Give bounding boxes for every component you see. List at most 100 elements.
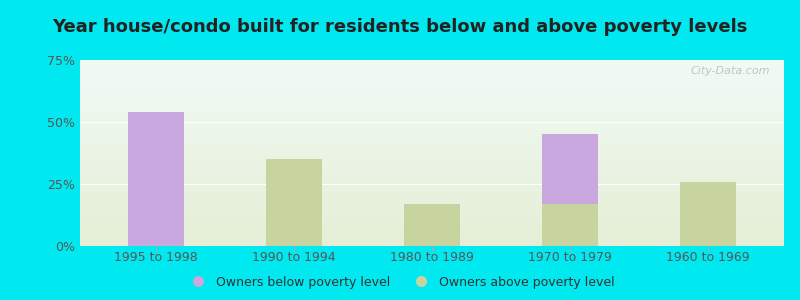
- Bar: [80, 106, 784, 107]
- Bar: [80, 180, 784, 181]
- Bar: [80, 226, 784, 227]
- Bar: [80, 64, 784, 66]
- Bar: [80, 111, 784, 112]
- Bar: [80, 221, 784, 222]
- Bar: [80, 192, 784, 193]
- Bar: [80, 160, 784, 161]
- Bar: [80, 160, 784, 161]
- Bar: [80, 194, 784, 195]
- Bar: [80, 80, 784, 81]
- Bar: [80, 176, 784, 177]
- Bar: [80, 190, 784, 191]
- Bar: [80, 113, 784, 114]
- Bar: [80, 149, 784, 150]
- Bar: [80, 125, 784, 126]
- Bar: [266, 159, 322, 246]
- Bar: [80, 90, 784, 91]
- Bar: [80, 147, 784, 148]
- Bar: [80, 223, 784, 224]
- Bar: [80, 238, 784, 239]
- Bar: [80, 151, 784, 152]
- Bar: [80, 120, 784, 122]
- Bar: [80, 178, 784, 179]
- Bar: [80, 156, 784, 157]
- Bar: [80, 83, 784, 84]
- Bar: [80, 185, 784, 187]
- Bar: [80, 138, 784, 139]
- Bar: [80, 95, 784, 96]
- Bar: [80, 193, 784, 194]
- Bar: [542, 134, 598, 246]
- Bar: [80, 243, 784, 244]
- Bar: [80, 191, 784, 192]
- Bar: [80, 79, 784, 80]
- Bar: [80, 68, 784, 69]
- Bar: [80, 167, 784, 168]
- Bar: [80, 153, 784, 154]
- Bar: [80, 70, 784, 71]
- Bar: [80, 152, 784, 153]
- Bar: [80, 87, 784, 88]
- Bar: [80, 230, 784, 231]
- Bar: [80, 202, 784, 203]
- Bar: [80, 78, 784, 79]
- Bar: [80, 109, 784, 110]
- Bar: [80, 161, 784, 162]
- Bar: [80, 177, 784, 178]
- Bar: [80, 169, 784, 170]
- Bar: [80, 170, 784, 171]
- Bar: [80, 146, 784, 147]
- Bar: [80, 231, 784, 232]
- Bar: [80, 240, 784, 241]
- Bar: [80, 208, 784, 209]
- Bar: [80, 92, 784, 94]
- Bar: [681, 182, 736, 246]
- Bar: [80, 227, 784, 228]
- Bar: [80, 203, 784, 204]
- Bar: [80, 115, 784, 116]
- Bar: [80, 142, 784, 143]
- Bar: [80, 172, 784, 173]
- Bar: [80, 71, 784, 72]
- Bar: [80, 229, 784, 230]
- Bar: [80, 110, 784, 111]
- Bar: [80, 209, 784, 210]
- Bar: [80, 157, 784, 158]
- Bar: [80, 139, 784, 140]
- Bar: [80, 242, 784, 243]
- Bar: [80, 88, 784, 89]
- Bar: [80, 168, 784, 169]
- Bar: [80, 222, 784, 223]
- Bar: [80, 96, 784, 97]
- Bar: [80, 212, 784, 214]
- Bar: [80, 200, 784, 201]
- Bar: [80, 126, 784, 127]
- Bar: [80, 219, 784, 220]
- Bar: [80, 164, 784, 165]
- Bar: [80, 189, 784, 190]
- Bar: [80, 184, 784, 185]
- Bar: [80, 116, 784, 117]
- Bar: [80, 133, 784, 134]
- Bar: [80, 155, 784, 156]
- Bar: [80, 84, 784, 85]
- Bar: [80, 131, 784, 132]
- Bar: [80, 123, 784, 124]
- Bar: [80, 61, 784, 62]
- Bar: [80, 224, 784, 225]
- Bar: [80, 73, 784, 74]
- Bar: [80, 232, 784, 233]
- Bar: [80, 72, 784, 73]
- Bar: [80, 81, 784, 82]
- Bar: [80, 112, 784, 113]
- Bar: [80, 198, 784, 199]
- Bar: [80, 62, 784, 63]
- Bar: [80, 207, 784, 208]
- Bar: [80, 215, 784, 216]
- Bar: [80, 129, 784, 130]
- Bar: [80, 128, 784, 129]
- Bar: [80, 103, 784, 104]
- Bar: [80, 141, 784, 142]
- Bar: [80, 166, 784, 167]
- Bar: [80, 233, 784, 234]
